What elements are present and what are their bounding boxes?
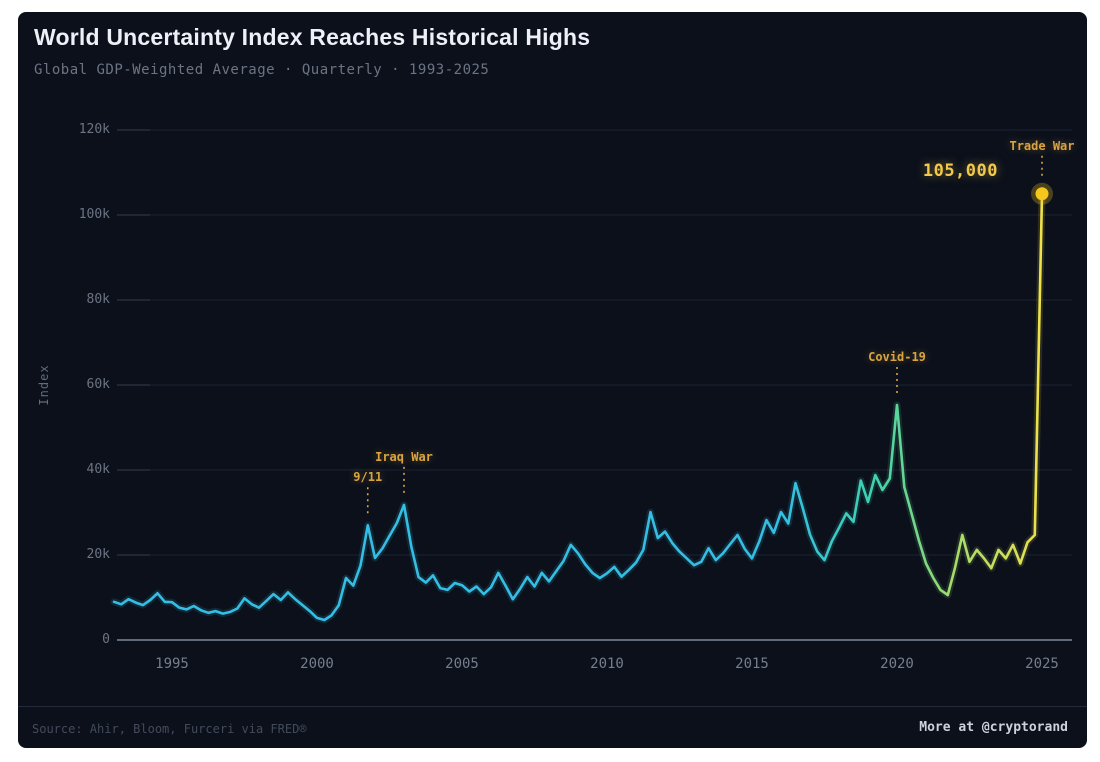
uncertainty-line-glow bbox=[110, 190, 1046, 624]
x-tick-label-1995: 1995 bbox=[155, 656, 189, 672]
y-tick-label-120k: 120k bbox=[78, 122, 110, 137]
source-credit: Source: Ahir, Bloom, Furceri via FRED® bbox=[32, 722, 307, 736]
y-tick-label-80k: 80k bbox=[86, 292, 110, 307]
y-tick-label-20k: 20k bbox=[86, 547, 110, 562]
x-tick-label-2025: 2025 bbox=[1025, 656, 1059, 672]
uncertainty-line bbox=[112, 192, 1044, 622]
x-tick-label-2020: 2020 bbox=[880, 656, 914, 672]
x-tick-label-2005: 2005 bbox=[445, 656, 479, 672]
footer-divider bbox=[18, 706, 1087, 707]
annotation-label-9-11: 9/11 bbox=[353, 470, 383, 485]
y-tick-label-60k: 60k bbox=[86, 377, 110, 392]
x-tick-label-2010: 2010 bbox=[590, 656, 624, 672]
x-tick-label-2000: 2000 bbox=[300, 656, 334, 672]
annotation-peak-value: 105,000 bbox=[922, 160, 998, 181]
annotation-label-iraq-war: Iraq War bbox=[375, 449, 433, 464]
peak-marker-dot bbox=[1035, 187, 1049, 201]
y-tick-label-0: 0 bbox=[102, 632, 110, 647]
chart-subtitle: Global GDP-Weighted Average · Quarterly … bbox=[34, 62, 490, 78]
x-tick-label-2015: 2015 bbox=[735, 656, 769, 672]
chart-title: World Uncertainty Index Reaches Historic… bbox=[34, 24, 591, 50]
gridlines bbox=[117, 129, 1072, 641]
y-tick-label-40k: 40k bbox=[86, 462, 110, 477]
chart-card bbox=[18, 12, 1087, 748]
annotation-label-trade-war: Trade War bbox=[1009, 138, 1075, 153]
social-handle: More at @cryptorand bbox=[919, 720, 1068, 735]
annotation-label-covid-19: Covid-19 bbox=[868, 349, 926, 364]
y-tick-label-100k: 100k bbox=[78, 207, 110, 222]
